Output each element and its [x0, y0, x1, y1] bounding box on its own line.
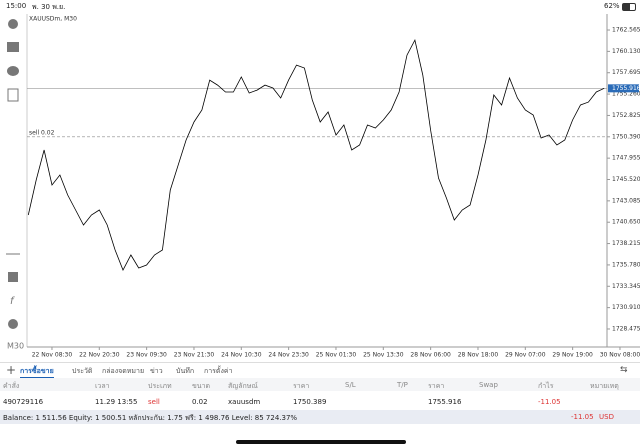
tab-active[interactable]: การซื้อขาย [20, 366, 54, 378]
x-tick-label: 23 Nov 21:30 [174, 352, 215, 359]
chart: XAUUSDm, M30 f M30 1762.565 1760.130 1757.… [6, 14, 640, 359]
tab-bar: + ⇆ [0, 362, 640, 379]
order-label: sell 0.02 [29, 129, 55, 136]
column-header: เวลา [95, 382, 110, 390]
layout-button[interactable]: ⇆ [620, 365, 628, 375]
table-header [0, 378, 640, 391]
tab[interactable]: กล่องจดหมาย [102, 367, 145, 375]
y-tick-label: 1740.650 [612, 219, 640, 226]
objects-icon[interactable] [8, 319, 18, 329]
y-tick-label: 1752.825 [612, 112, 640, 119]
time: 15:00 [6, 2, 27, 10]
x-tick-label: 25 Nov 01:30 [316, 352, 357, 359]
y-tick-label: 1747.955 [612, 155, 640, 162]
bid-box [608, 84, 639, 93]
total-profit: -11.05 [571, 413, 594, 421]
column-header: ประเภท [148, 382, 172, 390]
function-icon[interactable]: f [10, 296, 15, 307]
x-tick-label: 29 Nov 07:00 [505, 352, 546, 359]
column-header: สัญลักษณ์ [228, 382, 258, 390]
column-header: ราคา [428, 382, 445, 390]
candle-icon[interactable] [8, 272, 18, 282]
column-header: กำไร [538, 382, 554, 390]
x-tick-label: 23 Nov 09:30 [126, 352, 167, 359]
x-tick-label: 24 Nov 10:30 [221, 352, 262, 359]
column-header: S/L [345, 381, 356, 389]
bid-label: 1755.916 [612, 85, 640, 92]
y-tick-label: 1762.565 [612, 27, 640, 34]
account-summary: Balance: 1 511.56 Equity: 1 500.51 หลักป… [3, 414, 298, 422]
indicator-icon[interactable] [7, 42, 19, 52]
new-order-icon[interactable] [7, 88, 19, 102]
y-tick-label: 1745.520 [612, 176, 640, 183]
x-tick-label: 28 Nov 18:00 [458, 352, 499, 359]
y-tick-label: 1735.780 [612, 261, 640, 268]
column-header: คำสั่ง [3, 382, 20, 390]
add-button[interactable]: + [6, 363, 17, 377]
y-tick-label: 1743.085 [612, 197, 640, 204]
y-tick-label: 1750.390 [612, 133, 640, 140]
y-tick-label: 1738.215 [612, 240, 640, 247]
cell: -11.05 [538, 398, 561, 406]
chat-icon[interactable] [7, 66, 19, 76]
cell: 1750.389 [293, 398, 327, 406]
tab[interactable]: ข่าว [150, 367, 163, 375]
date: พ. 30 พ.ย. [32, 3, 66, 11]
tab[interactable]: บันทึก [176, 367, 195, 375]
x-tick-label: 22 Nov 20:30 [79, 352, 120, 359]
x-tick-label: 25 Nov 13:30 [363, 352, 404, 359]
y-tick-label: 1757.695 [612, 69, 640, 76]
cell: sell [148, 398, 160, 406]
column-header: ราคา [293, 382, 310, 390]
x-tick-label: 30 Nov 08:00 [600, 352, 640, 359]
cell: 1755.916 [428, 398, 462, 406]
footer-bar [0, 410, 640, 424]
crosshair-icon[interactable] [8, 19, 18, 29]
currency: USD [599, 413, 614, 421]
battery: 62% [604, 2, 620, 10]
y-tick-label: 1728.475 [612, 325, 640, 332]
tab[interactable]: การตั้งค่า [204, 367, 233, 375]
chart-title: XAUUSDm, M30 [29, 16, 77, 23]
toolbar: f [6, 19, 20, 329]
home-indicator [236, 440, 406, 444]
x-tick-label: 28 Nov 06:00 [410, 352, 451, 359]
cell: 0.02 [192, 398, 208, 406]
y-tick-label: 1733.345 [612, 283, 640, 290]
timeframe[interactable]: M30 [7, 342, 24, 351]
column-header: หมายเหตุ [590, 382, 619, 390]
cell: xauusdm [228, 398, 261, 406]
cell: 11.29 13:55 [95, 398, 138, 406]
cell: 490729116 [3, 398, 44, 406]
x-tick-label: 22 Nov 08:30 [32, 352, 73, 359]
column-header: ขนาด [192, 382, 211, 390]
tab[interactable]: ประวัติ [72, 367, 93, 375]
y-tick-label: 1760.130 [612, 48, 640, 55]
x-tick-label: 24 Nov 23:30 [268, 352, 309, 359]
x-tick-label: 29 Nov 19:00 [552, 352, 593, 359]
battery-icon [622, 3, 636, 11]
column-header: T/P [397, 381, 408, 389]
y-tick-label: 1730.910 [612, 304, 640, 311]
price-line [27, 38, 605, 271]
y-tick-label: 1755.260 [612, 91, 640, 98]
column-header: Swap [479, 381, 498, 389]
